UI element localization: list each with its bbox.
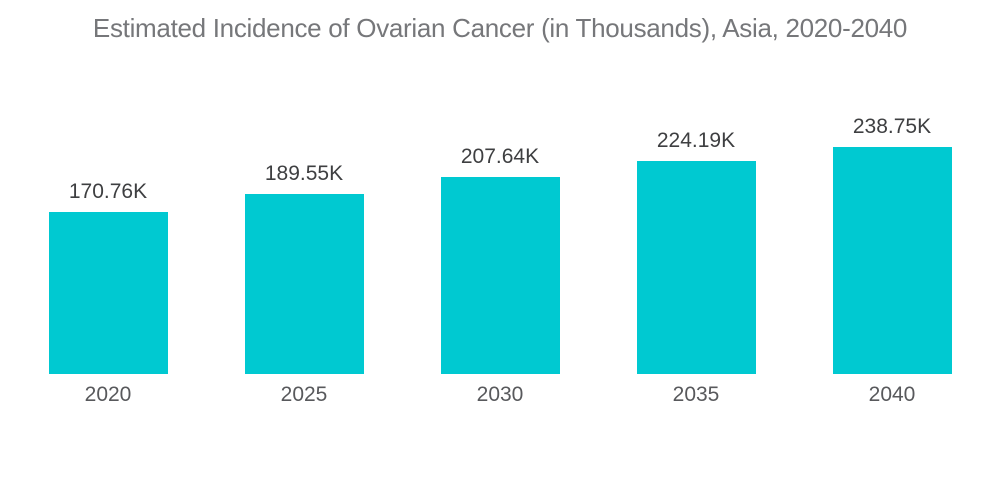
- bar-2035: [636, 161, 756, 374]
- bar-2040: [832, 147, 952, 374]
- bar-2030: [440, 177, 560, 374]
- bar-group-2025: 189.55K 2025: [244, 162, 364, 406]
- bar-2020: [48, 212, 168, 374]
- x-axis-label: 2025: [280, 383, 328, 406]
- x-axis-label: 2035: [672, 383, 720, 406]
- bar-value-label: 238.75K: [852, 115, 932, 138]
- x-axis-label: 2040: [868, 383, 916, 406]
- bar-value-label: 189.55K: [264, 162, 344, 185]
- bar-group-2020: 170.76K 2020: [48, 180, 168, 406]
- x-axis-label: 2020: [84, 383, 132, 406]
- bar-group-2040: 238.75K 2040: [832, 115, 952, 406]
- chart-title: Estimated Incidence of Ovarian Cancer (i…: [92, 13, 908, 43]
- bar-value-label: 207.64K: [460, 145, 540, 168]
- bar-value-label: 224.19K: [656, 129, 736, 152]
- x-axis-label: 2030: [476, 383, 524, 406]
- bar-2025: [244, 194, 364, 374]
- bar-value-label: 170.76K: [68, 180, 148, 203]
- bar-chart: 170.76K 2020 189.55K 2025 207.64K 2030 224.19K…: [0, 116, 1000, 405]
- bar-group-2030: 207.64K 2030: [440, 145, 560, 406]
- bar-group-2035: 224.19K 2035: [636, 129, 756, 406]
